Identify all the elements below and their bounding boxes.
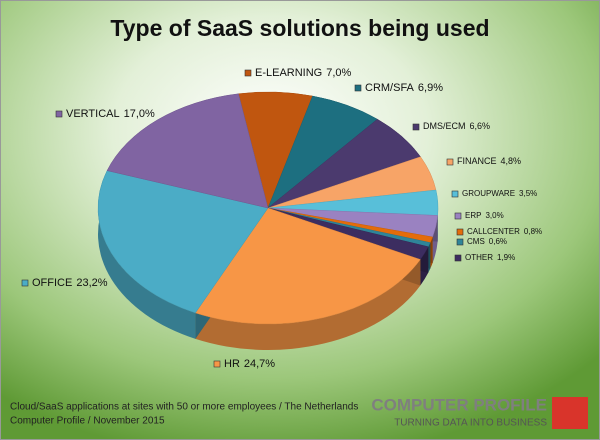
slice-label: OTHER 1,9% [465,253,515,262]
value-label: 3,5% [519,189,537,198]
legend-swatch [456,228,464,236]
slice [106,93,269,209]
category-label: CMS [467,237,485,246]
category-label: GROUPWARE [462,189,515,198]
slice-label: OFFICE 23,2% [32,277,108,289]
value-label: 24,7% [244,358,275,370]
value-label: 6,6% [470,121,491,131]
slice-label: ERP 3,0% [465,211,504,220]
category-label: E-LEARNING [255,67,322,79]
slice-label: FINANCE 4,8% [457,156,521,166]
slice-side [97,170,196,339]
legend-swatch [55,110,63,118]
slice-label: CMS 0,6% [467,237,507,246]
legend-swatch [354,84,362,92]
slice-label: CALLCENTER 0,8% [467,227,542,236]
value-label: 4,8% [501,156,522,166]
category-label: VERTICAL [66,108,120,120]
category-label: DMS/ECM [423,121,466,131]
slice-label: CRM/SFA 6,9% [365,82,443,94]
category-label: HR [224,358,240,370]
legend-swatch [412,123,420,131]
category-label: OFFICE [32,277,72,289]
slice-label: E-LEARNING 7,0% [255,67,352,79]
source-note: Cloud/SaaS applications at sites with 50… [10,402,358,413]
category-label: FINANCE [457,156,497,166]
legend-swatch [244,69,252,77]
slice-side [195,259,421,350]
slice-label: DMS/ECM 6,6% [423,121,490,131]
slice-label: HR 24,7% [224,358,275,370]
legend-swatch [213,360,221,368]
legend-swatch [456,238,464,246]
category-label: CRM/SFA [365,82,415,94]
legend-swatch [451,190,459,198]
legend-swatch [21,279,29,287]
source-note: Computer Profile / November 2015 [10,416,165,427]
legend-swatch [454,212,462,220]
labels: E-LEARNING 7,0% CRM/SFA 6,9% DMS/ECM 6,6% FINA… [21,67,542,370]
slice [97,170,269,314]
value-label: 17,0% [124,108,155,120]
legend-swatch [446,158,454,166]
category-label: OTHER [465,253,493,262]
legend-swatch [454,254,462,262]
category-label: CALLCENTER [467,227,520,236]
pie [97,91,439,350]
value-label: 7,0% [326,67,351,79]
chart-title: Type of SaaS solutions being used [110,15,489,41]
slice [195,207,421,325]
value-label: 6,9% [418,82,443,94]
value-label: 23,2% [76,277,107,289]
logo-mark [552,397,588,429]
value-label: 0,8% [524,227,542,236]
value-label: 3,0% [485,211,503,220]
value-label: 1,9% [497,253,515,262]
value-label: 0,6% [489,237,507,246]
logo-name: COMPUTER PROFILE [371,395,547,414]
slice-label: VERTICAL 17,0% [66,108,155,120]
logo-tagline: TURNING DATA INTO BUSINESS [394,418,547,429]
slice-label: GROUPWARE 3,5% [462,189,537,198]
category-label: ERP [465,211,481,220]
